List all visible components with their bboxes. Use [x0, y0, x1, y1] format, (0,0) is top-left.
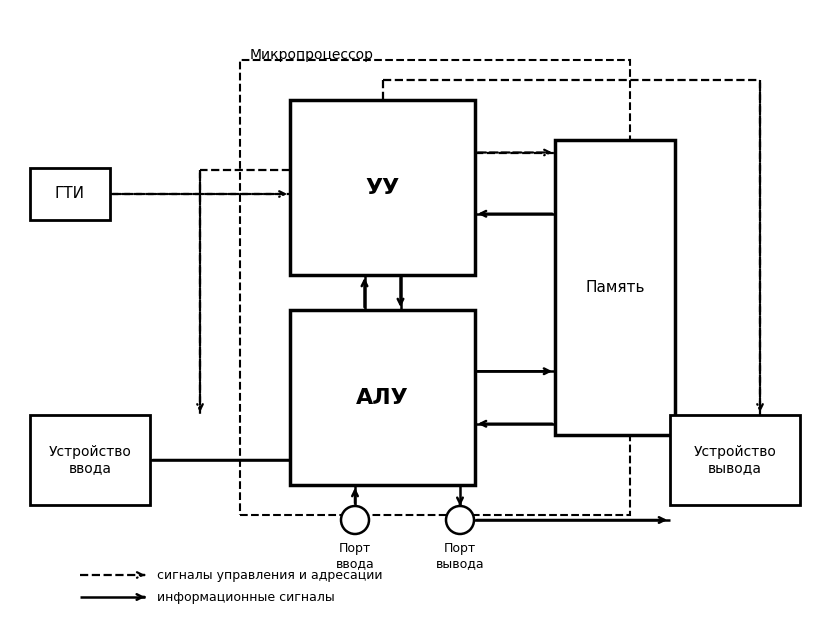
Text: Порт
ввода: Порт ввода [335, 542, 374, 570]
Bar [555, 140, 675, 435]
Circle shape [446, 506, 474, 534]
Bar [240, 60, 630, 515]
Bar [290, 100, 475, 275]
Bar [670, 415, 800, 505]
Bar [30, 168, 110, 220]
Text: информационные сигналы: информационные сигналы [157, 590, 335, 603]
Text: Устройство
ввода: Устройство ввода [49, 445, 131, 475]
Bar [30, 415, 150, 505]
Text: Устройство
вывода: Устройство вывода [694, 445, 776, 475]
Text: АЛУ: АЛУ [356, 388, 409, 407]
Text: Память: Память [586, 280, 645, 295]
Text: сигналы управления и адресации: сигналы управления и адресации [157, 568, 382, 582]
Text: УУ: УУ [365, 177, 400, 198]
Text: Микропроцессор: Микропроцессор [250, 48, 374, 62]
Bar [290, 310, 475, 485]
Circle shape [341, 506, 369, 534]
Text: ГТИ: ГТИ [55, 187, 85, 202]
Text: Порт
вывода: Порт вывода [435, 542, 484, 570]
